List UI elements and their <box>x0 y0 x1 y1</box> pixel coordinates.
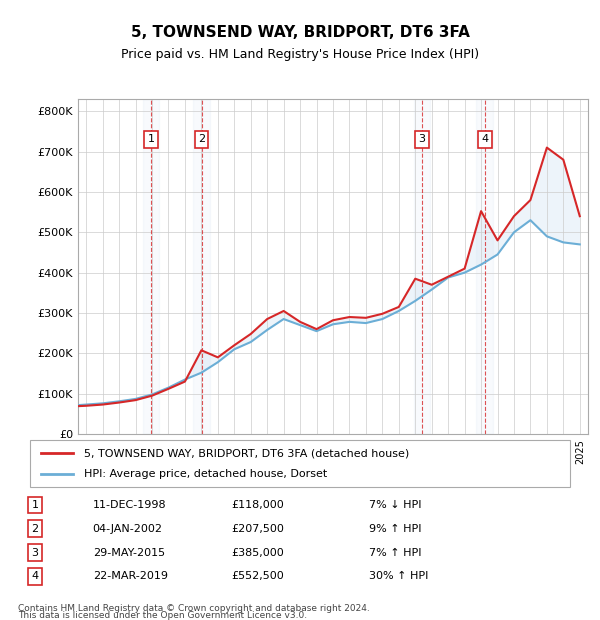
Text: This data is licensed under the Open Government Licence v3.0.: This data is licensed under the Open Gov… <box>18 611 307 620</box>
Text: £118,000: £118,000 <box>231 500 284 510</box>
Bar <box>193 99 210 434</box>
Text: £385,000: £385,000 <box>231 547 284 557</box>
Bar <box>414 99 430 434</box>
Text: 1: 1 <box>148 135 155 144</box>
Text: 30% ↑ HPI: 30% ↑ HPI <box>369 572 428 582</box>
Text: 2: 2 <box>31 524 38 534</box>
Bar <box>143 99 160 434</box>
Text: 7% ↓ HPI: 7% ↓ HPI <box>369 500 422 510</box>
Text: 2: 2 <box>198 135 205 144</box>
FancyBboxPatch shape <box>30 440 570 487</box>
Text: 7% ↑ HPI: 7% ↑ HPI <box>369 547 422 557</box>
Text: HPI: Average price, detached house, Dorset: HPI: Average price, detached house, Dors… <box>84 469 327 479</box>
Text: 4: 4 <box>481 135 488 144</box>
Text: Price paid vs. HM Land Registry's House Price Index (HPI): Price paid vs. HM Land Registry's House … <box>121 48 479 61</box>
Text: 3: 3 <box>419 135 425 144</box>
Bar <box>476 99 493 434</box>
Text: £552,500: £552,500 <box>231 572 284 582</box>
Text: Contains HM Land Registry data © Crown copyright and database right 2024.: Contains HM Land Registry data © Crown c… <box>18 603 370 613</box>
Text: 5, TOWNSEND WAY, BRIDPORT, DT6 3FA (detached house): 5, TOWNSEND WAY, BRIDPORT, DT6 3FA (deta… <box>84 448 409 458</box>
Text: 9% ↑ HPI: 9% ↑ HPI <box>369 524 422 534</box>
Text: 22-MAR-2019: 22-MAR-2019 <box>92 572 167 582</box>
Text: 11-DEC-1998: 11-DEC-1998 <box>92 500 166 510</box>
Text: 1: 1 <box>32 500 38 510</box>
Text: 4: 4 <box>31 572 38 582</box>
Text: 29-MAY-2015: 29-MAY-2015 <box>92 547 165 557</box>
Text: £207,500: £207,500 <box>231 524 284 534</box>
Text: 3: 3 <box>32 547 38 557</box>
Text: 04-JAN-2002: 04-JAN-2002 <box>92 524 163 534</box>
Text: 5, TOWNSEND WAY, BRIDPORT, DT6 3FA: 5, TOWNSEND WAY, BRIDPORT, DT6 3FA <box>131 25 469 40</box>
